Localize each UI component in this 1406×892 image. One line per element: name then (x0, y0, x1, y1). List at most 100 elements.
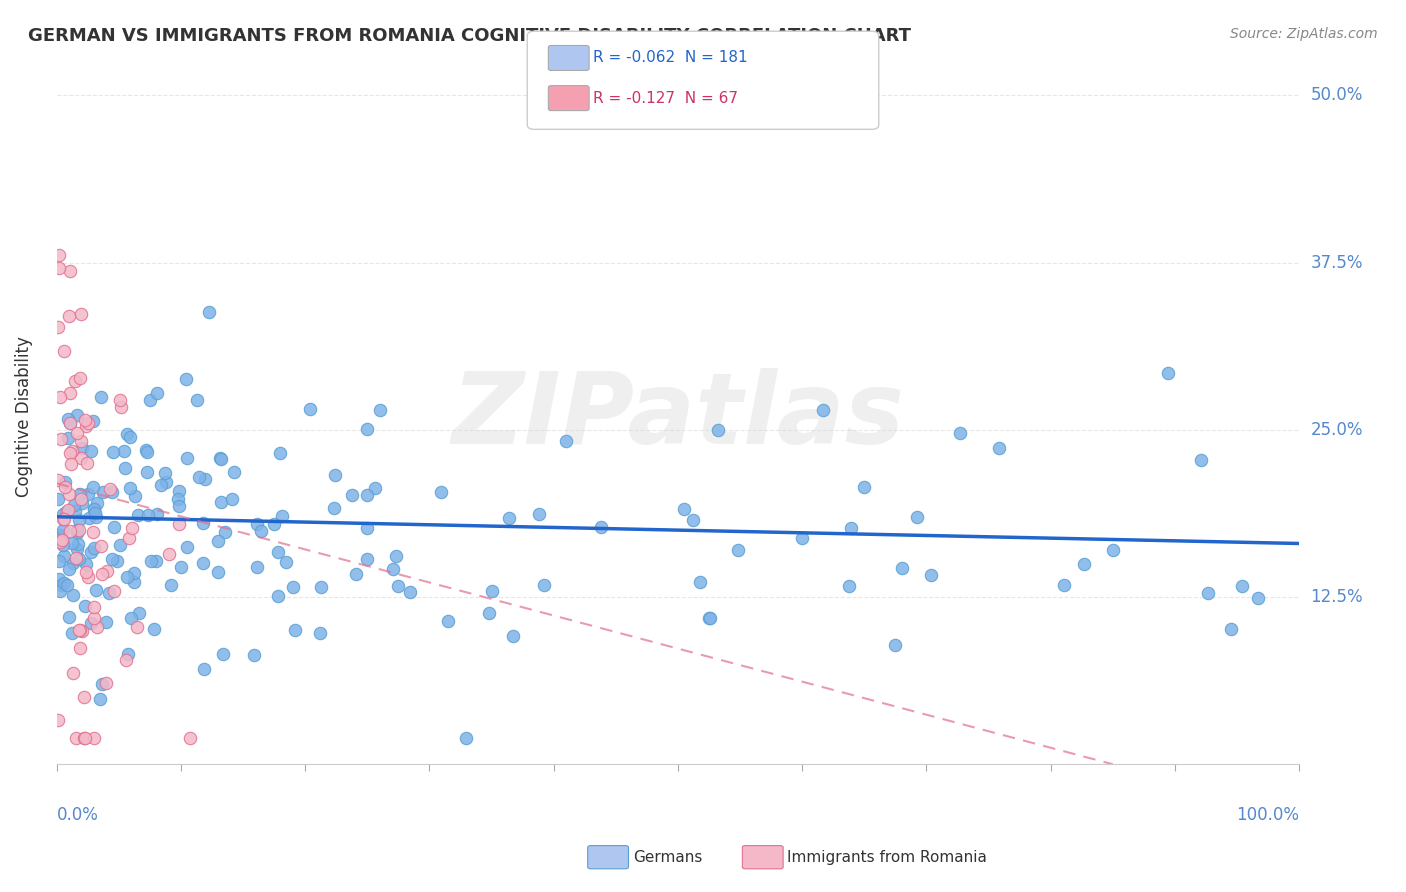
Point (86, 496, 108, 510)
Point (53, 511, 76, 525)
Point (356, 422, 378, 436)
Point (284, 623, 307, 637)
Point (121, 521, 143, 535)
Point (46, 492, 69, 507)
Point (384, 549, 406, 564)
Point (67, 623, 90, 637)
Point (108, 538, 131, 552)
Point (82, 480, 104, 494)
Point (51, 531, 73, 545)
Point (53, 475, 76, 489)
Point (191, 516, 214, 530)
Point (118, 430, 141, 444)
Point (267, 589, 290, 603)
Point (67, 537, 90, 551)
Point (67, 551, 90, 566)
Point (91, 676, 114, 690)
Point (246, 517, 269, 532)
Point (80, 545, 103, 559)
Point (56, 578, 79, 592)
Point (135, 442, 157, 457)
Point (98, 482, 121, 496)
Text: 25.0%: 25.0% (1310, 421, 1362, 439)
Point (890, 561, 912, 575)
Point (591, 520, 613, 534)
Point (481, 584, 503, 599)
Point (79, 444, 101, 458)
Point (167, 499, 190, 513)
Point (170, 559, 193, 574)
Point (58, 385, 80, 400)
Point (62, 443, 84, 458)
Point (76, 457, 98, 471)
Point (146, 507, 169, 521)
Point (90, 539, 112, 553)
Point (309, 580, 332, 594)
Point (48, 260, 70, 275)
Point (1189, 453, 1212, 467)
Text: Immigrants from Romania: Immigrants from Romania (787, 850, 987, 864)
Point (82, 524, 104, 539)
Point (309, 625, 332, 640)
Point (86, 620, 108, 634)
Point (356, 552, 378, 566)
Point (69, 434, 91, 449)
Point (66, 523, 89, 537)
Point (72, 731, 94, 745)
Point (66, 541, 89, 556)
Point (65, 526, 87, 541)
Point (58, 416, 80, 430)
Point (83, 502, 105, 516)
Point (108, 392, 131, 407)
Point (214, 524, 236, 539)
Point (270, 509, 292, 524)
Point (48, 554, 70, 568)
Point (707, 423, 730, 437)
Point (46, 473, 69, 487)
Point (94, 676, 117, 690)
Point (697, 611, 720, 625)
Point (120, 481, 142, 495)
Point (323, 500, 346, 515)
Point (53, 549, 76, 563)
Point (101, 445, 124, 459)
Point (263, 517, 285, 532)
Point (91, 485, 114, 500)
Point (209, 452, 232, 467)
Point (370, 403, 392, 417)
Point (60, 625, 83, 640)
Point (364, 481, 387, 495)
Text: Germans: Germans (633, 850, 702, 864)
Point (115, 653, 138, 667)
Point (1157, 366, 1180, 380)
Point (77, 570, 100, 584)
Point (429, 485, 451, 500)
Point (114, 461, 136, 475)
Point (56, 431, 79, 445)
Point (245, 559, 267, 574)
Point (167, 483, 190, 498)
Point (77, 416, 100, 430)
Point (224, 465, 246, 479)
Point (554, 434, 576, 448)
Point (127, 508, 149, 523)
Point (456, 731, 478, 745)
Point (52, 507, 75, 521)
Point (187, 469, 209, 483)
Point (103, 520, 125, 534)
Point (498, 510, 520, 524)
Point (60, 458, 83, 472)
Point (48, 534, 70, 549)
Point (1102, 542, 1125, 557)
Point (1197, 586, 1219, 600)
Point (142, 622, 165, 636)
Point (136, 445, 159, 459)
Point (66, 426, 89, 441)
Point (62, 665, 84, 680)
Point (115, 570, 138, 584)
Point (91, 566, 114, 581)
Text: 0.0%: 0.0% (56, 806, 98, 824)
Point (136, 465, 159, 479)
Point (70, 450, 93, 465)
Point (83, 541, 105, 556)
